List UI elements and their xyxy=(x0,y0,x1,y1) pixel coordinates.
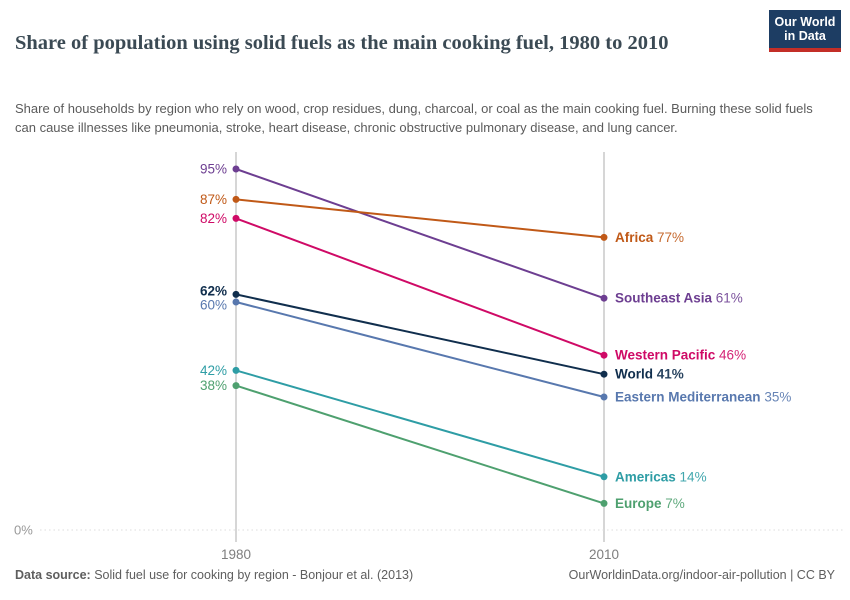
y-zero-label: 0% xyxy=(14,523,33,538)
owid-logo[interactable]: Our World in Data xyxy=(769,10,841,52)
data-point-end[interactable] xyxy=(600,393,608,401)
data-point-start[interactable] xyxy=(232,382,240,390)
series-line[interactable] xyxy=(235,301,605,398)
series-line[interactable] xyxy=(235,198,605,239)
x-tick-label: 1980 xyxy=(221,547,251,562)
series-start-value[interactable]: 87% xyxy=(200,192,227,207)
data-point-end[interactable] xyxy=(600,473,608,481)
data-point-start[interactable] xyxy=(232,195,240,203)
data-point-end[interactable] xyxy=(600,233,608,241)
series-start-value[interactable]: 82% xyxy=(200,211,227,226)
slope-chart-svg: 1980 2010 0% 95% Southeast Asia 61% 87% Africa… xyxy=(14,152,843,562)
series-start-value[interactable]: 95% xyxy=(200,162,227,177)
series-end-label[interactable]: Eastern Mediterranean 35% xyxy=(615,390,791,405)
data-point-start[interactable] xyxy=(232,214,240,222)
series-line[interactable] xyxy=(235,293,605,376)
data-point-end[interactable] xyxy=(600,294,608,302)
data-point-start[interactable] xyxy=(232,298,240,306)
data-point-start[interactable] xyxy=(232,165,240,173)
chart-footer: Data source: Solid fuel use for cooking … xyxy=(15,568,835,582)
owid-logo-line1: Our World xyxy=(774,14,836,29)
series-line[interactable] xyxy=(235,168,605,300)
owid-logo-line2: in Data xyxy=(784,29,826,43)
data-point-start[interactable] xyxy=(232,366,240,374)
series-start-value[interactable]: 42% xyxy=(200,363,227,378)
series-start-value[interactable]: 60% xyxy=(200,298,227,313)
data-source-label: Data source: xyxy=(15,568,91,582)
series-line[interactable] xyxy=(235,384,605,505)
data-point-start[interactable] xyxy=(232,290,240,298)
data-point-end[interactable] xyxy=(600,351,608,359)
data-point-end[interactable] xyxy=(600,370,608,378)
chart-subtitle: Share of households by region who rely o… xyxy=(15,101,813,135)
series-start-value[interactable]: 62% xyxy=(200,284,227,299)
data-source-text: Solid fuel use for cooking by region - B… xyxy=(90,568,414,582)
x-tick-label: 2010 xyxy=(589,547,619,562)
series-end-label[interactable]: Southeast Asia 61% xyxy=(615,291,743,306)
series-end-label[interactable]: Europe 7% xyxy=(615,496,685,511)
credit-link[interactable]: OurWorldinData.org/indoor-air-pollution … xyxy=(568,568,835,582)
series-start-value[interactable]: 38% xyxy=(200,378,227,393)
series-line[interactable] xyxy=(235,369,605,478)
series-end-label[interactable]: Americas 14% xyxy=(615,469,707,484)
series-end-label[interactable]: Africa 77% xyxy=(615,230,684,245)
series-line[interactable] xyxy=(235,217,605,357)
series-end-label[interactable]: Western Pacific 46% xyxy=(615,348,746,363)
series-end-label[interactable]: World 41% xyxy=(615,367,684,382)
data-source: Data source: Solid fuel use for cooking … xyxy=(15,568,413,582)
data-point-end[interactable] xyxy=(600,499,608,507)
page-title: Share of population using solid fuels as… xyxy=(15,31,669,54)
